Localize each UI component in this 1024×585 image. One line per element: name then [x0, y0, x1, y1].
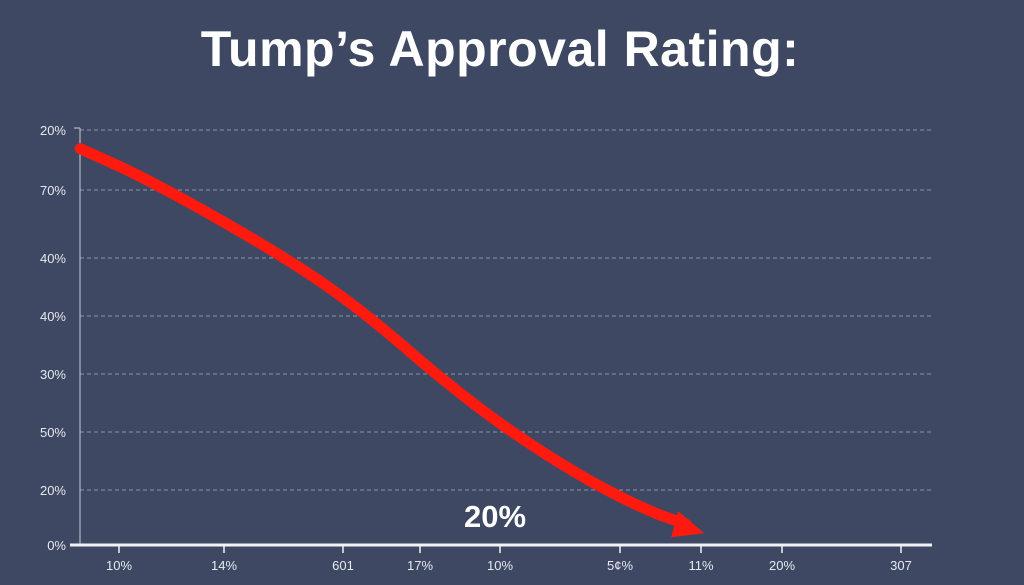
x-tick-label: 20% — [769, 558, 795, 573]
y-tick-label: 0% — [47, 538, 66, 553]
x-tick-label: 11% — [688, 558, 713, 573]
y-tick-label: 30% — [40, 367, 66, 382]
y-tick-label: 50% — [40, 425, 66, 440]
chart-title: Tump’s Approval Rating: — [200, 21, 800, 77]
y-tick-label: 20% — [40, 483, 66, 498]
x-tick-label: 5¢% — [607, 558, 633, 573]
y-tick-label: 20% — [40, 123, 66, 138]
arrow-head — [671, 511, 705, 538]
x-tick-label: 307 — [890, 558, 912, 573]
x-tick-label: 10% — [106, 558, 132, 573]
x-tick-label: 10% — [487, 558, 513, 573]
approval-line — [74, 143, 692, 530]
x-tick-label: 17% — [407, 558, 433, 573]
y-tick-label: 40% — [40, 251, 66, 266]
x-tick-label: 601 — [332, 558, 354, 573]
annotation-label: 20% — [464, 499, 526, 534]
y-tick-label: 70% — [40, 183, 66, 198]
x-tick-label: 14% — [211, 558, 237, 573]
y-tick-label: 40% — [40, 309, 66, 324]
